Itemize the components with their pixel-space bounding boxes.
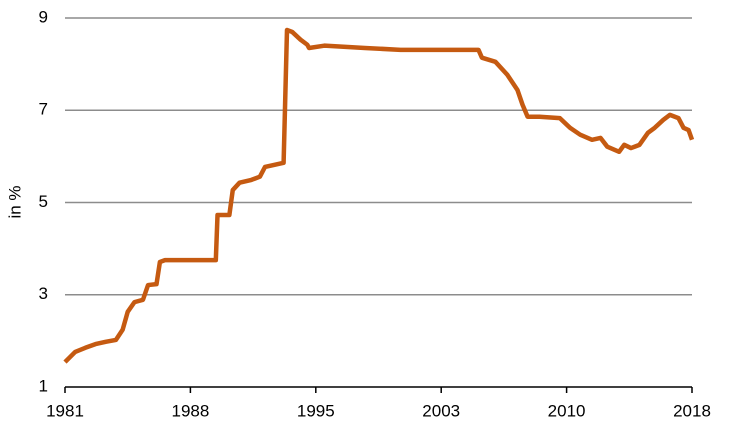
x-tick-label: 2003 [422,401,460,420]
data-line [63,27,695,364]
x-tick-label: 2018 [673,401,711,420]
y-axis-title: in % [5,185,24,218]
x-tick-label: 2010 [548,401,586,420]
x-tick-label: 1988 [171,401,209,420]
y-tick-label: 5 [39,192,48,211]
x-tick-label: 1981 [46,401,84,420]
y-tick-label: 7 [39,100,48,119]
y-tick-label: 9 [39,7,48,26]
y-tick-label: 1 [39,376,48,395]
x-tick-label: 1995 [297,401,335,420]
y-tick-label: 3 [39,284,48,303]
